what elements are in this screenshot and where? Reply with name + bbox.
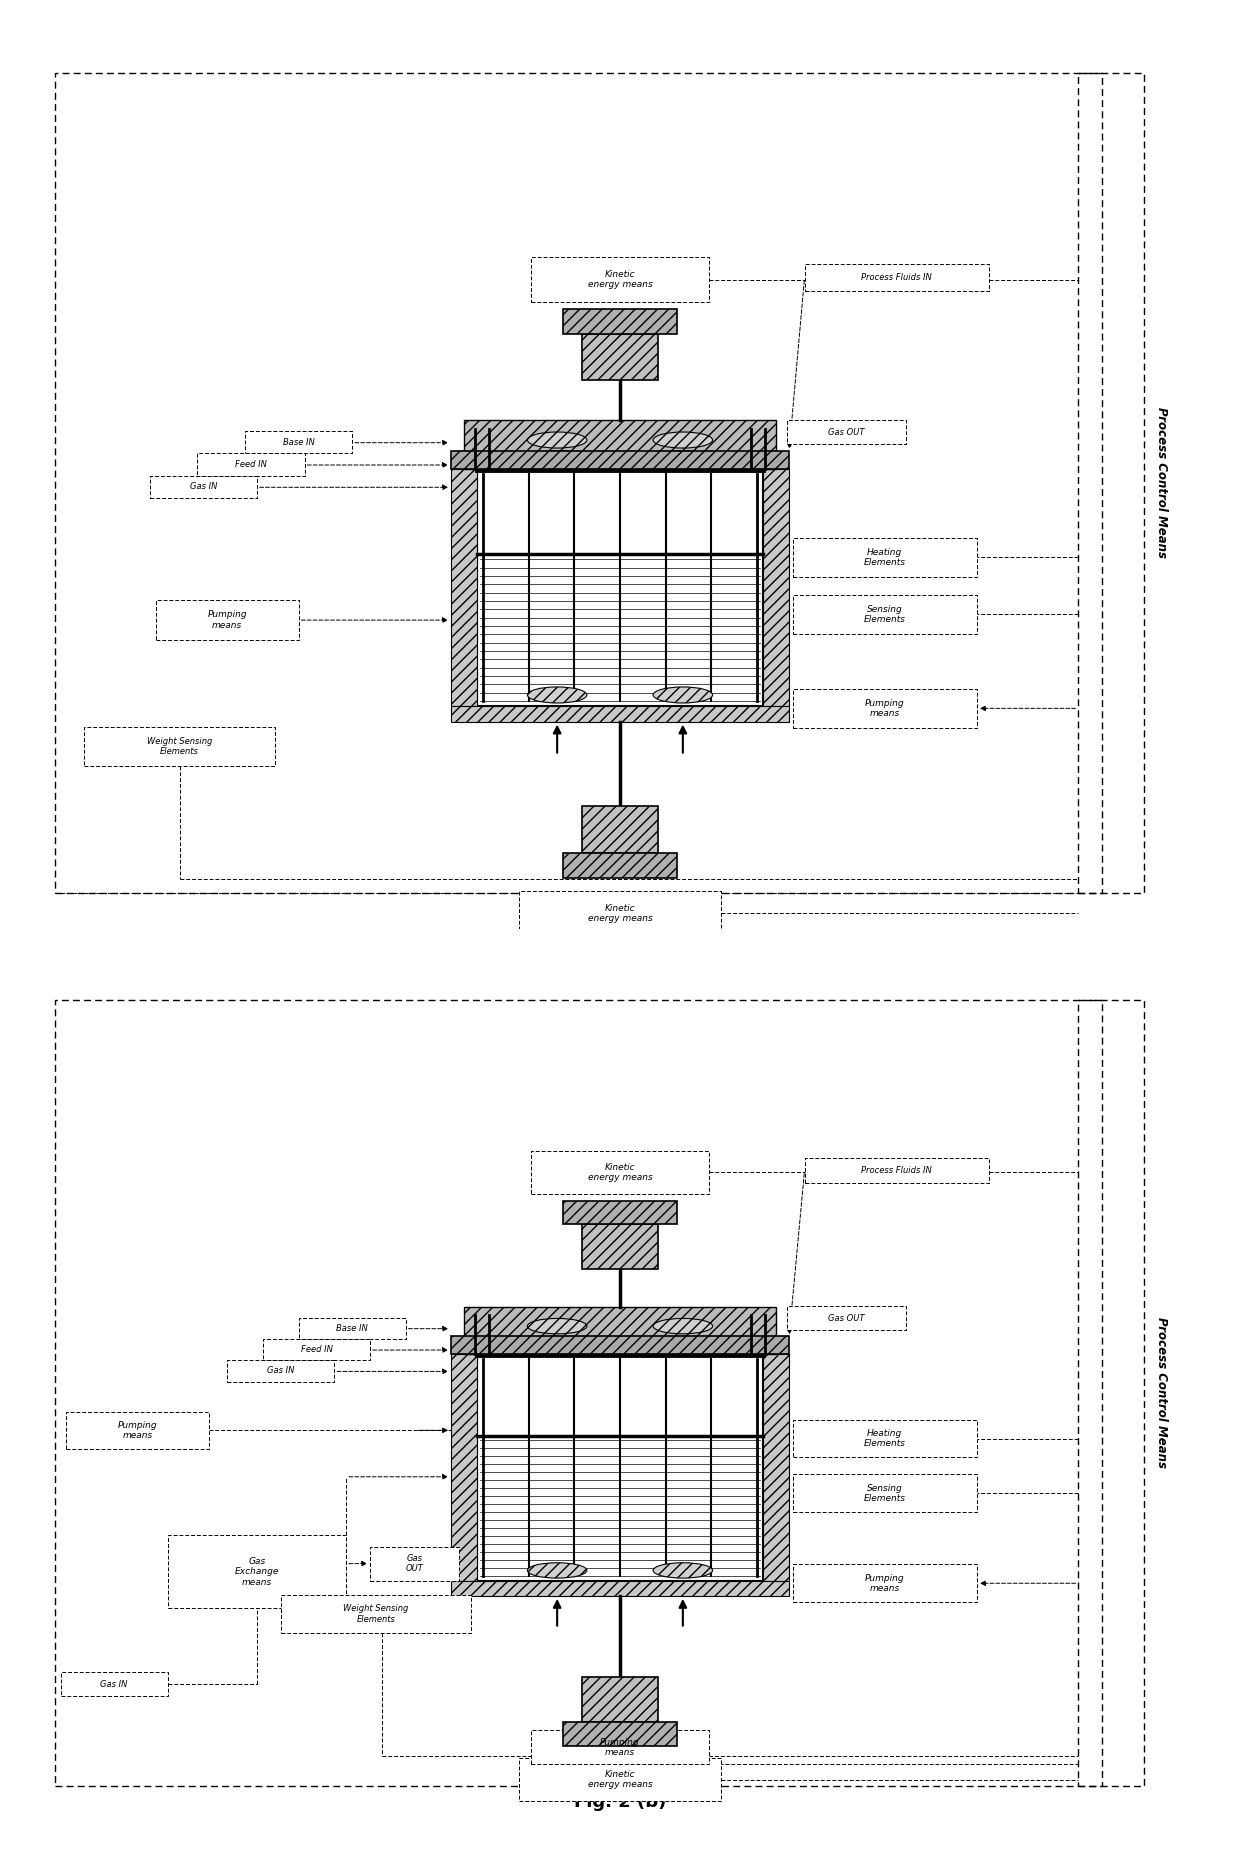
Text: Process Fluids IN: Process Fluids IN bbox=[862, 1166, 932, 1175]
Bar bbox=[786, 420, 905, 444]
Text: Sensing
Elements: Sensing Elements bbox=[864, 605, 906, 624]
Bar bbox=[518, 891, 722, 936]
Text: Fig. 2 (b): Fig. 2 (b) bbox=[574, 1794, 666, 1811]
Ellipse shape bbox=[653, 1337, 713, 1352]
Bar bbox=[792, 594, 977, 633]
Bar bbox=[531, 1151, 709, 1194]
Text: Process Fluids IN: Process Fluids IN bbox=[862, 273, 932, 282]
Bar bbox=[227, 1361, 335, 1382]
Ellipse shape bbox=[527, 451, 587, 466]
Bar bbox=[477, 1354, 763, 1580]
Bar bbox=[451, 706, 789, 722]
Bar bbox=[582, 1224, 658, 1268]
Bar bbox=[451, 470, 477, 706]
Bar bbox=[263, 1339, 370, 1361]
Text: Kinetic
energy means: Kinetic energy means bbox=[588, 269, 652, 290]
Bar bbox=[792, 539, 977, 578]
Bar bbox=[1079, 72, 1143, 893]
Text: Gas IN: Gas IN bbox=[267, 1367, 294, 1376]
Bar bbox=[563, 1200, 677, 1224]
Text: Gas
Exchange
means: Gas Exchange means bbox=[234, 1556, 279, 1586]
Bar bbox=[451, 451, 789, 470]
Bar bbox=[805, 264, 990, 292]
Text: Pumping
means: Pumping means bbox=[207, 611, 247, 630]
Text: Sensing
Elements: Sensing Elements bbox=[864, 1484, 906, 1502]
Text: Fig. 2 (a): Fig. 2 (a) bbox=[574, 906, 666, 925]
Bar bbox=[280, 1595, 471, 1632]
Bar bbox=[55, 72, 1102, 893]
Bar bbox=[518, 1759, 722, 1801]
Bar bbox=[464, 1307, 776, 1354]
Text: Feed IN: Feed IN bbox=[236, 461, 267, 470]
Bar bbox=[763, 1354, 789, 1580]
Bar bbox=[763, 470, 789, 706]
Bar bbox=[464, 420, 776, 470]
Bar bbox=[792, 1564, 977, 1603]
Text: Gas OUT: Gas OUT bbox=[828, 427, 864, 436]
Text: Gas
OUT: Gas OUT bbox=[405, 1554, 424, 1573]
Bar bbox=[563, 852, 677, 878]
Text: Gas OUT: Gas OUT bbox=[828, 1315, 864, 1322]
Bar bbox=[1079, 999, 1143, 1786]
Bar bbox=[792, 689, 977, 728]
Bar bbox=[451, 1580, 789, 1595]
Ellipse shape bbox=[653, 1564, 713, 1578]
Bar bbox=[792, 1474, 977, 1512]
Text: Process Control Means: Process Control Means bbox=[1156, 407, 1168, 559]
Bar bbox=[55, 999, 1102, 1786]
Bar bbox=[451, 1354, 477, 1580]
Text: Pumping
means: Pumping means bbox=[600, 1738, 640, 1757]
Bar bbox=[805, 1159, 990, 1183]
Bar bbox=[582, 806, 658, 852]
Bar bbox=[84, 728, 275, 767]
Bar bbox=[477, 470, 763, 706]
Bar bbox=[563, 1721, 677, 1746]
Ellipse shape bbox=[527, 1337, 587, 1352]
Text: Pumping
means: Pumping means bbox=[866, 1573, 905, 1593]
Bar bbox=[150, 475, 257, 498]
Text: Kinetic
energy means: Kinetic energy means bbox=[588, 904, 652, 923]
Text: Pumping
means: Pumping means bbox=[118, 1421, 157, 1439]
Ellipse shape bbox=[527, 687, 587, 704]
Text: Heating
Elements: Heating Elements bbox=[864, 1428, 906, 1448]
Text: Kinetic
energy means: Kinetic energy means bbox=[588, 1162, 652, 1183]
Bar bbox=[67, 1411, 210, 1448]
Text: Weight Sensing
Elements: Weight Sensing Elements bbox=[343, 1604, 409, 1623]
Text: Process Control Means: Process Control Means bbox=[1156, 1317, 1168, 1469]
Ellipse shape bbox=[653, 687, 713, 704]
Bar bbox=[167, 1536, 346, 1608]
Bar bbox=[246, 431, 352, 453]
Bar bbox=[786, 1307, 905, 1330]
Bar bbox=[451, 1337, 789, 1354]
Text: Base IN: Base IN bbox=[336, 1324, 368, 1333]
Bar bbox=[792, 1421, 977, 1458]
Bar bbox=[197, 453, 305, 475]
Text: Pumping
means: Pumping means bbox=[866, 698, 905, 719]
Text: Weight Sensing
Elements: Weight Sensing Elements bbox=[146, 737, 212, 756]
Ellipse shape bbox=[527, 1318, 587, 1333]
Ellipse shape bbox=[653, 1318, 713, 1333]
Bar bbox=[531, 258, 709, 303]
Ellipse shape bbox=[527, 433, 587, 448]
Ellipse shape bbox=[527, 1564, 587, 1578]
Bar bbox=[563, 308, 677, 334]
Bar bbox=[299, 1318, 405, 1339]
Text: Gas IN: Gas IN bbox=[100, 1679, 128, 1688]
Ellipse shape bbox=[653, 433, 713, 448]
Bar bbox=[61, 1671, 167, 1695]
Text: Feed IN: Feed IN bbox=[300, 1344, 332, 1354]
Text: Base IN: Base IN bbox=[283, 438, 315, 448]
Text: Gas IN: Gas IN bbox=[190, 483, 217, 492]
Bar bbox=[531, 1731, 709, 1764]
Ellipse shape bbox=[653, 451, 713, 466]
Bar bbox=[370, 1547, 459, 1580]
Text: Kinetic
energy means: Kinetic energy means bbox=[588, 1770, 652, 1790]
Bar bbox=[156, 600, 299, 639]
Bar bbox=[582, 334, 658, 381]
Text: Heating
Elements: Heating Elements bbox=[864, 548, 906, 566]
Bar bbox=[582, 1677, 658, 1721]
